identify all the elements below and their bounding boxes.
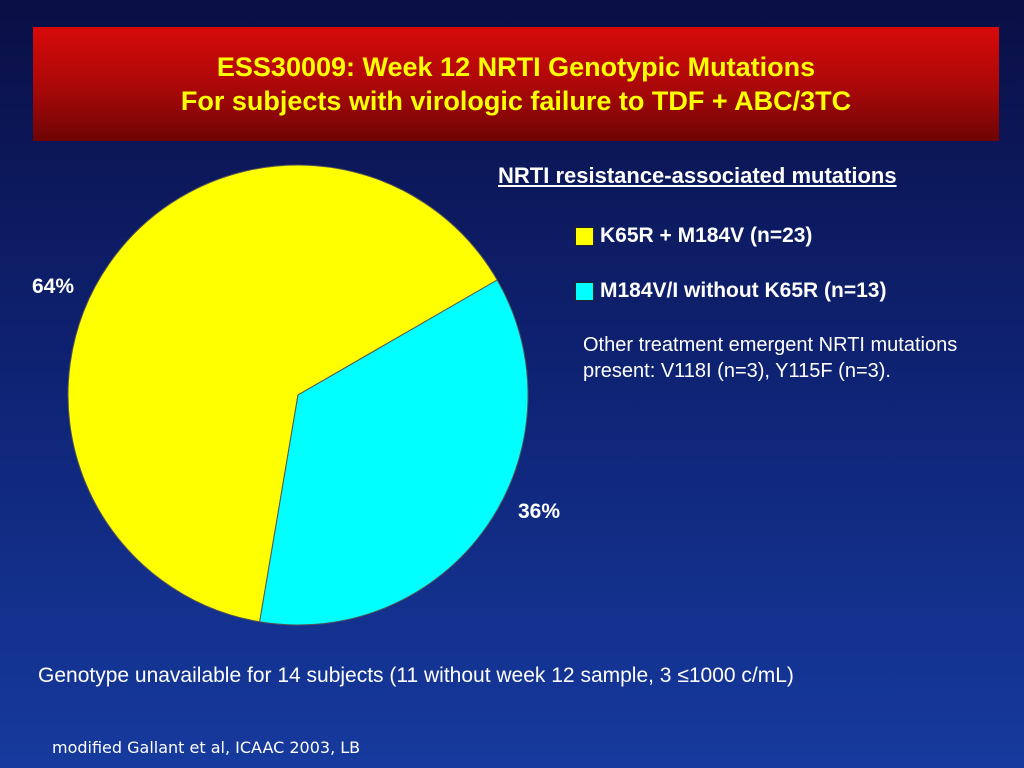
genotype-footnote: Genotype unavailable for 14 subjects (11… xyxy=(38,664,794,687)
title-line-2: For subjects with virologic failure to T… xyxy=(180,86,852,116)
pie-slice-1 xyxy=(259,279,529,626)
legend-item-m184vi: M184V/I without K65R (n=13) xyxy=(575,279,886,303)
slice-label-m184vi: 36% xyxy=(518,500,561,523)
legend-swatch-cyan xyxy=(575,281,594,301)
legend-swatch-yellow xyxy=(575,226,594,246)
title-line-1: ESS30009: Week 12 NRTI Genotypic Mutatio… xyxy=(216,52,816,82)
legend-label: M184V/I without K65R (n=13) xyxy=(600,279,887,302)
other-mutations-note: Other treatment emergent NRTI mutations … xyxy=(583,334,958,382)
pie-slice-0 xyxy=(67,164,498,623)
citation: modified Gallant et al, ICAAC 2003, LB xyxy=(52,738,361,757)
slice-label-k65r-m184v: 64% xyxy=(32,275,75,298)
title-banner: ESS30009: Week 12 NRTI Genotypic Mutatio… xyxy=(33,27,999,141)
legend-item-k65r-m184v: K65R + M184V (n=23) xyxy=(575,224,812,248)
legend-title: NRTI resistance-associated mutations xyxy=(498,163,897,188)
legend-label: K65R + M184V (n=23) xyxy=(600,224,813,247)
